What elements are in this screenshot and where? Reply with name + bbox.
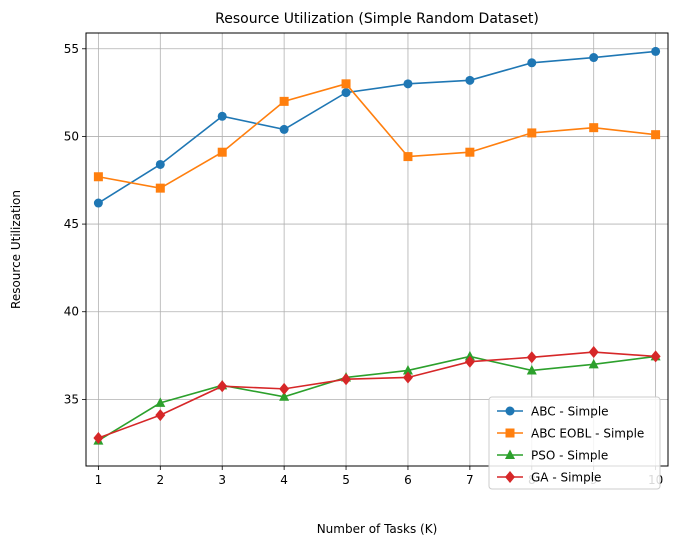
legend-entry: GA - Simple [497,471,601,485]
x-tick-label: 7 [466,473,474,487]
data-point [588,346,599,359]
chart-title: Resource Utilization (Simple Random Data… [215,11,539,27]
data-point [651,130,661,140]
legend-box [488,396,661,490]
legend-label: GA - Simple [531,471,601,485]
y-tick-label: 35 [64,392,79,406]
data-point [279,96,289,106]
y-tick-label: 45 [64,217,79,231]
x-tick-label: 1 [95,473,103,487]
data-point [155,409,166,422]
data-point [279,391,290,401]
x-tick-label: 5 [342,473,350,487]
data-point [217,111,227,121]
data-point [341,88,351,98]
legend-marker [505,449,515,459]
y-tick-label: 40 [64,305,79,319]
series-line [98,351,656,439]
data-point [217,380,228,393]
data-point [650,350,661,363]
series-layer [93,46,661,445]
data-point [403,152,413,162]
data-point [155,183,165,193]
data-point [526,364,537,375]
data-point [589,123,599,133]
data-point [155,159,165,169]
series-line [97,355,656,442]
y-axis-label: Resource Utilization [9,190,23,309]
legend-label: PSO - Simple [531,449,608,463]
data-point [217,147,227,157]
legend-marker [505,428,515,438]
x-tick-label: 2 [156,473,164,487]
data-point [402,364,413,375]
data-point [588,358,599,369]
data-point [527,58,537,68]
data-point [341,79,351,89]
legend-entry: ABC - Simple [497,405,609,419]
data-point [279,124,289,134]
data-point [589,53,599,63]
data-point [651,46,661,56]
data-point [464,355,475,368]
data-point [465,75,475,85]
grid-lines [86,33,668,466]
data-point [93,198,103,208]
legend-marker [505,406,515,416]
y-tick-label: 55 [64,42,79,56]
x-tick-label: 3 [218,473,226,487]
data-point [341,373,352,386]
x-axis-label: Number of Tasks (K) [317,522,438,536]
series-4 [93,346,661,444]
series-2 [93,79,661,193]
data-point [279,382,290,395]
legend: ABC - Simple ABC EOBL - Simple PSO - Simpl… [488,396,661,490]
y-axis: 35 40 45 50 55 [64,42,86,406]
legend-label: ABC EOBL - Simple [531,427,644,441]
data-point [465,147,475,157]
data-point [402,371,413,384]
data-point [93,172,103,182]
series-1 [93,46,661,208]
plot-frame [85,32,669,467]
x-tick-label: 4 [280,473,288,487]
series-line [97,50,656,204]
data-point [464,350,475,361]
legend-entry: PSO - Simple [497,449,608,463]
legend-marker [505,471,515,483]
data-point [93,431,104,444]
x-tick-label: 6 [404,473,412,487]
data-point [155,397,166,407]
data-point [526,351,537,364]
data-point [527,128,537,138]
y-tick-label: 50 [64,129,79,143]
legend-entry: ABC EOBL - Simple [497,427,644,441]
legend-label: ABC - Simple [531,405,609,419]
data-point [403,79,413,89]
series-line [98,82,656,189]
